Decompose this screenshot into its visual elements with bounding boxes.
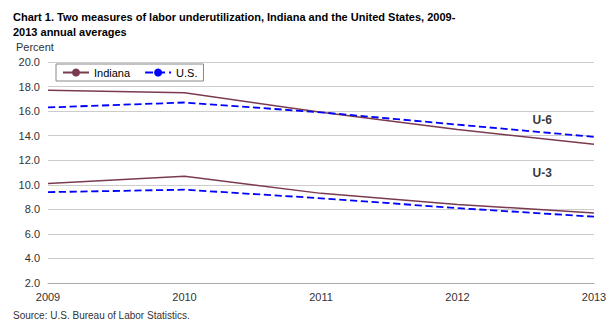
svg-text:6.0: 6.0 [25, 228, 40, 240]
svg-text:2009: 2009 [36, 291, 60, 303]
svg-text:8.0: 8.0 [25, 203, 40, 215]
svg-text:2013 annual averages: 2013 annual averages [13, 26, 127, 38]
svg-text:U-3: U-3 [533, 166, 553, 180]
svg-text:U.S.: U.S. [176, 67, 197, 79]
svg-text:Source: U.S. Bureau of Labor S: Source: U.S. Bureau of Labor Statistics. [13, 310, 190, 321]
svg-text:Percent: Percent [16, 41, 54, 53]
svg-text:2011: 2011 [309, 291, 333, 303]
svg-text:10.0: 10.0 [19, 179, 40, 191]
svg-text:U-6: U-6 [533, 113, 553, 127]
svg-text:2013: 2013 [582, 291, 606, 303]
svg-text:16.0: 16.0 [19, 105, 40, 117]
svg-text:2.0: 2.0 [25, 277, 40, 289]
svg-text:2012: 2012 [445, 291, 469, 303]
svg-text:Indiana: Indiana [94, 67, 131, 79]
svg-text:2010: 2010 [172, 291, 196, 303]
svg-text:12.0: 12.0 [19, 154, 40, 166]
svg-text:20.0: 20.0 [19, 56, 40, 68]
svg-text:4.0: 4.0 [25, 252, 40, 264]
svg-text:Chart 1. Two measures of labor: Chart 1. Two measures of labor underutil… [13, 11, 456, 23]
svg-text:18.0: 18.0 [19, 81, 40, 93]
svg-text:14.0: 14.0 [19, 130, 40, 142]
